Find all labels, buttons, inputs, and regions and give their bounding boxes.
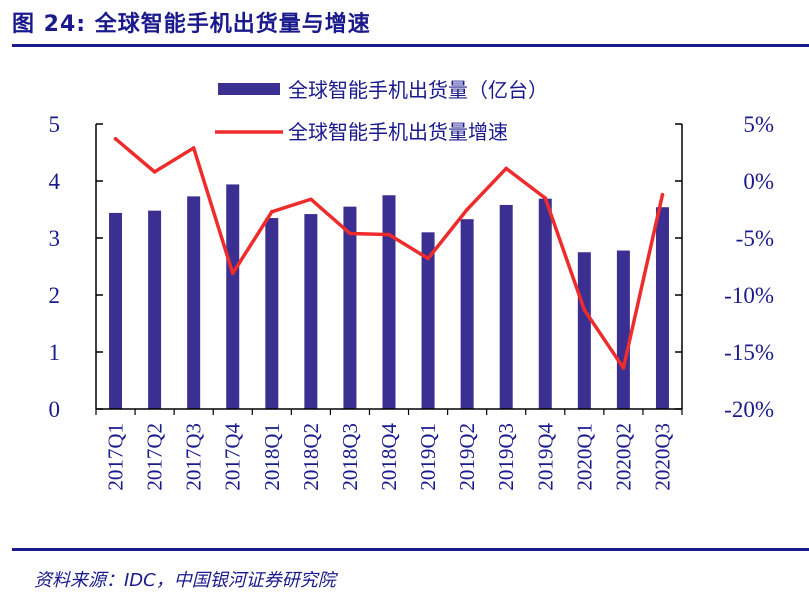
growth-point-2018Q2 — [309, 197, 313, 202]
y-left-tick-label: 1 — [49, 340, 61, 365]
bar-2019Q1 — [421, 232, 435, 409]
growth-point-2017Q4 — [230, 271, 235, 276]
x-tick-label-2017Q2: 2017Q2 — [143, 423, 167, 491]
growth-point-2020Q3 — [660, 192, 665, 197]
x-tick-label-2017Q4: 2017Q4 — [221, 423, 245, 491]
y-right-tick-label: -15% — [724, 340, 774, 365]
growth-point-2020Q1 — [582, 308, 587, 312]
y-left-tick-label: 2 — [49, 283, 61, 308]
labels-layer: 0 1 2 3 4 5 -20% -15% -10% -5% 0% 5% 2017Q1 2017Q2 201… — [49, 112, 775, 491]
y-right-tick-label: -10% — [724, 283, 774, 308]
growth-point-2019Q1 — [426, 256, 430, 261]
x-tick-label-2017Q1: 2017Q1 — [104, 423, 128, 491]
x-tick-label-2018Q3: 2018Q3 — [338, 423, 362, 491]
bar-2019Q2 — [460, 219, 474, 409]
legend-line-label: 全球智能手机出货量增速 — [288, 120, 508, 144]
y-right-tick-label: -5% — [736, 226, 774, 251]
title-rule — [12, 44, 809, 47]
x-tick-label-2020Q1: 2020Q1 — [572, 423, 596, 491]
bar-2018Q4 — [382, 195, 396, 409]
x-tick-label-2019Q4: 2019Q4 — [533, 423, 557, 491]
bar-2017Q2 — [148, 210, 162, 409]
x-tick-label-2017Q3: 2017Q3 — [182, 423, 206, 491]
figure-title: 图 24: 全球智能手机出货量与增速 — [12, 12, 371, 37]
combo-chart: 0 1 2 3 4 5 -20% -15% -10% -5% 0% 5% 2017Q1 2017Q2 201… — [49, 78, 775, 491]
line-layer — [113, 137, 665, 370]
growth-point-2018Q1 — [270, 209, 274, 214]
bar-2020Q2 — [616, 250, 630, 409]
x-tick-label-2020Q2: 2020Q2 — [611, 423, 635, 491]
bar-2017Q4 — [226, 184, 240, 409]
bars-layer — [109, 184, 669, 409]
y-right-tick-label: 0% — [743, 169, 774, 194]
bar-2018Q3 — [343, 206, 357, 409]
growth-point-2019Q3 — [504, 166, 509, 171]
chart-legend: 全球智能手机出货量（亿台） 全球智能手机出货量增速 — [215, 78, 548, 144]
legend-bar-label: 全球智能手机出货量（亿台） — [288, 78, 548, 102]
x-tick-label-2019Q1: 2019Q1 — [416, 423, 440, 491]
x-tick-label-2019Q3: 2019Q3 — [494, 423, 518, 491]
y-right-tick-label: -20% — [724, 397, 774, 422]
growth-point-2017Q1 — [113, 137, 118, 141]
y-left-tick-label: 5 — [49, 112, 61, 137]
growth-point-2018Q3 — [348, 231, 352, 236]
x-tick-label-2019Q2: 2019Q2 — [455, 423, 479, 491]
bar-2019Q4 — [538, 198, 552, 409]
growth-point-2019Q4 — [543, 196, 548, 200]
bar-2017Q3 — [187, 196, 201, 409]
y-left-tick-label: 0 — [49, 397, 61, 422]
growth-point-2019Q2 — [465, 207, 469, 212]
x-tick-label-2018Q1: 2018Q1 — [260, 423, 284, 491]
bar-2018Q2 — [304, 214, 318, 409]
bar-2020Q1 — [577, 252, 591, 409]
bar-2020Q3 — [655, 207, 669, 409]
y-right-tick-label: 5% — [743, 112, 774, 137]
bottom-rule — [12, 548, 809, 551]
legend-bar-swatch — [218, 83, 280, 95]
growth-point-2020Q2 — [621, 366, 626, 370]
source-note: 资料来源：IDC，中国银河证券研究院 — [34, 570, 336, 591]
y-left-tick-label: 3 — [49, 226, 61, 251]
y-left-tick-label: 4 — [49, 169, 61, 194]
axes-layer — [95, 123, 683, 415]
growth-point-2018Q4 — [387, 232, 391, 237]
growth-point-2017Q3 — [191, 146, 196, 150]
bar-2019Q3 — [499, 204, 513, 409]
x-tick-label-2018Q4: 2018Q4 — [377, 423, 401, 491]
bar-2017Q1 — [109, 212, 123, 409]
growth-point-2017Q2 — [152, 170, 157, 174]
bar-2018Q1 — [265, 218, 279, 409]
x-tick-label-2018Q2: 2018Q2 — [299, 423, 323, 491]
x-tick-label-2020Q3: 2020Q3 — [650, 423, 674, 491]
